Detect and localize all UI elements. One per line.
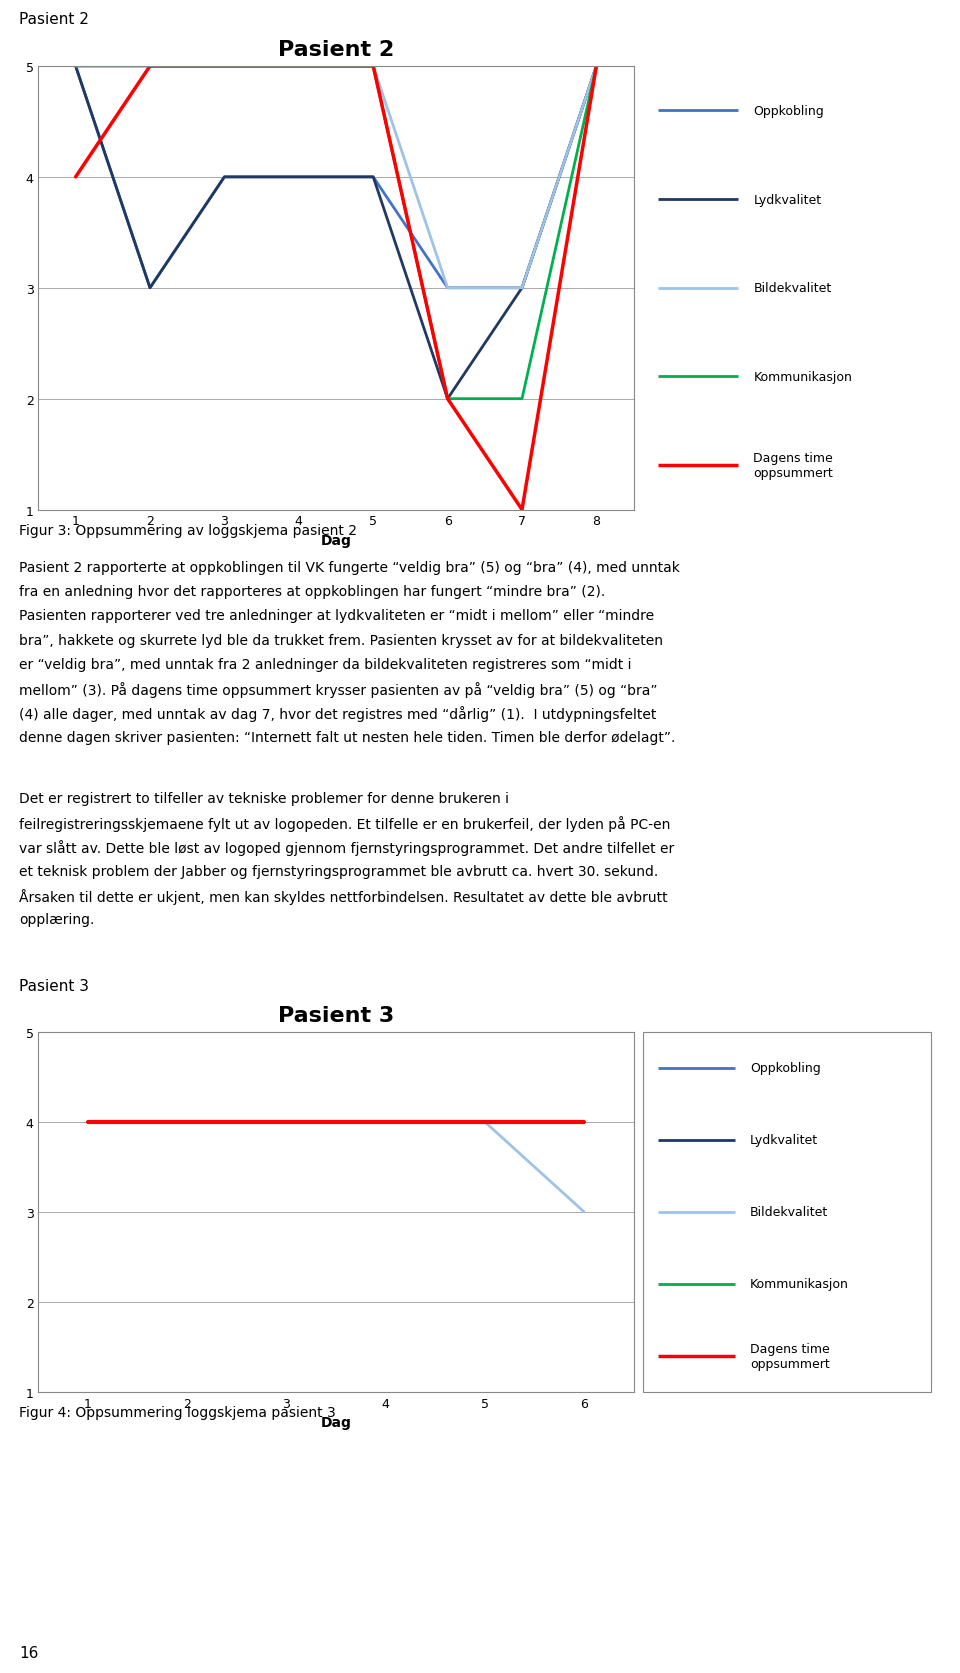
Text: (4) alle dager, med unntak av dag 7, hvor det registres med “dårlig” (1).  I utd: (4) alle dager, med unntak av dag 7, hvo… [19,706,657,723]
Text: Det er registrert to tilfeller av tekniske problemer for denne brukeren i: Det er registrert to tilfeller av teknis… [19,791,509,805]
Text: Pasienten rapporterer ved tre anledninger at lydkvaliteten er “midt i mellom” el: Pasienten rapporterer ved tre anledninge… [19,609,655,622]
Text: Lydkvalitet: Lydkvalitet [754,194,822,206]
Text: opplæring.: opplæring. [19,913,95,927]
Text: Dagens time
oppsummert: Dagens time oppsummert [750,1342,829,1370]
Text: Kommunikasjon: Kommunikasjon [750,1278,849,1290]
X-axis label: Dag: Dag [321,1415,351,1429]
Text: feilregistreringsskjemaene fylt ut av logopeden. Et tilfelle er en brukerfeil, d: feilregistreringsskjemaene fylt ut av lo… [19,816,671,831]
Text: Pasient 2 rapporterte at oppkoblingen til VK fungerte “veldig bra” (5) og “bra” : Pasient 2 rapporterte at oppkoblingen ti… [19,560,680,574]
Text: Pasient 2: Pasient 2 [19,12,89,27]
Text: Bildekvalitet: Bildekvalitet [750,1206,828,1218]
Text: Kommunikasjon: Kommunikasjon [754,371,852,383]
Text: et teknisk problem der Jabber og fjernstyringsprogrammet ble avbrutt ca. hvert 3: et teknisk problem der Jabber og fjernst… [19,865,659,878]
Title: Pasient 2: Pasient 2 [277,40,395,60]
Text: Oppkobling: Oppkobling [754,105,824,117]
Text: Årsaken til dette er ukjent, men kan skyldes nettforbindelsen. Resultatet av det: Årsaken til dette er ukjent, men kan sky… [19,888,668,905]
Text: bra”, hakkete og skurrete lyd ble da trukket frem. Pasienten krysset av for at b: bra”, hakkete og skurrete lyd ble da tru… [19,634,663,647]
Text: Bildekvalitet: Bildekvalitet [754,283,831,294]
Text: Dagens time
oppsummert: Dagens time oppsummert [754,452,833,480]
Text: Figur 4: Oppsummering loggskjema pasient 3: Figur 4: Oppsummering loggskjema pasient… [19,1405,336,1419]
Text: er “veldig bra”, med unntak fra 2 anledninger da bildekvaliteten registreres som: er “veldig bra”, med unntak fra 2 anledn… [19,657,632,671]
Text: 16: 16 [19,1645,38,1660]
Text: var slått av. Dette ble løst av logoped gjennom fjernstyringsprogrammet. Det and: var slått av. Dette ble løst av logoped … [19,840,675,857]
Text: Pasient 3: Pasient 3 [19,979,89,994]
X-axis label: Dag: Dag [321,534,351,547]
Text: fra en anledning hvor det rapporteres at oppkoblingen har fungert “mindre bra” (: fra en anledning hvor det rapporteres at… [19,586,606,599]
Title: Pasient 3: Pasient 3 [277,1005,395,1026]
Text: Lydkvalitet: Lydkvalitet [750,1134,818,1146]
Text: Oppkobling: Oppkobling [750,1062,821,1074]
Text: denne dagen skriver pasienten: “Internett falt ut nesten hele tiden. Timen ble d: denne dagen skriver pasienten: “Internet… [19,731,676,744]
Text: Figur 3: Oppsummering av loggskjema pasient 2: Figur 3: Oppsummering av loggskjema pasi… [19,524,357,537]
Text: mellom” (3). På dagens time oppsummert krysser pasienten av på “veldig bra” (5) : mellom” (3). På dagens time oppsummert k… [19,683,658,698]
